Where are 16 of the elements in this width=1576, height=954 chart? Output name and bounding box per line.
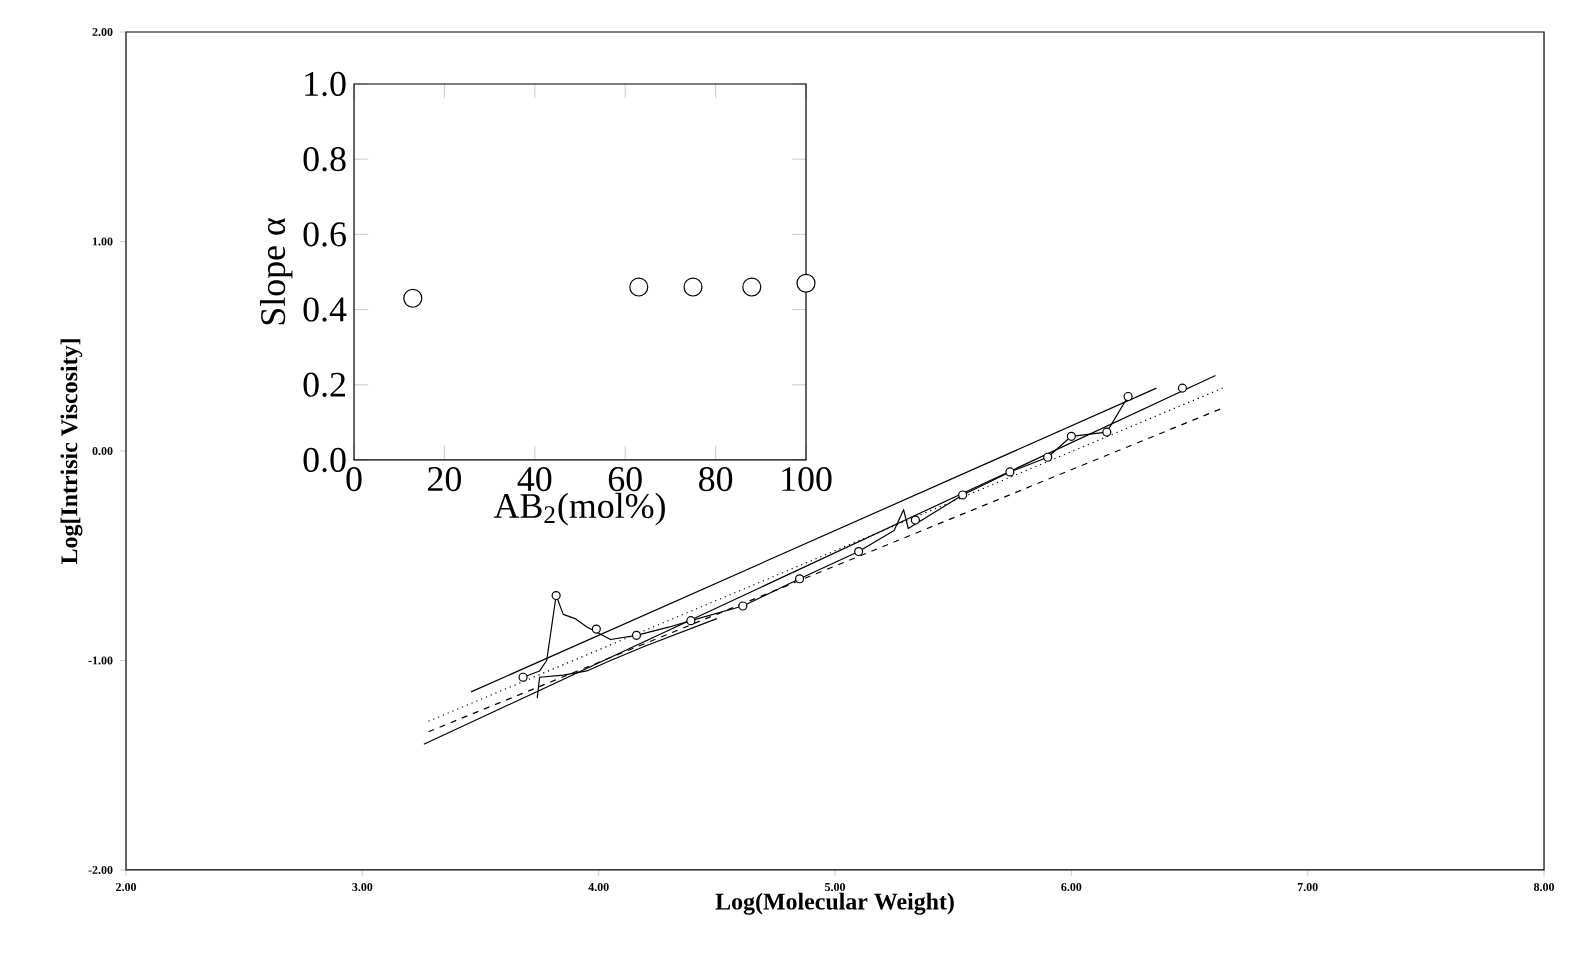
x-tick-label: 40: [517, 467, 552, 492]
y-tick-label: 0.0: [303, 447, 346, 473]
x-tick-label: 60: [608, 467, 642, 492]
x-tick-label: 20: [428, 467, 461, 492]
x-axis-title: Log(Molecular Weight): [715, 892, 954, 915]
y-tick-label: 1.0: [305, 71, 346, 97]
x-tick-label: 0: [346, 467, 362, 492]
y-tick-label: 0.6: [303, 222, 346, 247]
x-axis-title: AB$_{2}$(mol%): [493, 492, 665, 526]
y-tick-label: 0.2: [303, 372, 346, 397]
y-axis-title: Log[Intrisic Viscosity]: [60, 339, 83, 565]
y-axis-title: Slope α: [259, 218, 293, 325]
y-tick-label: 0.4: [303, 297, 347, 322]
y-tick-label: 0.8: [303, 147, 346, 172]
x-tick-label: 80: [699, 467, 733, 492]
x-tick-label: 100: [782, 467, 832, 492]
